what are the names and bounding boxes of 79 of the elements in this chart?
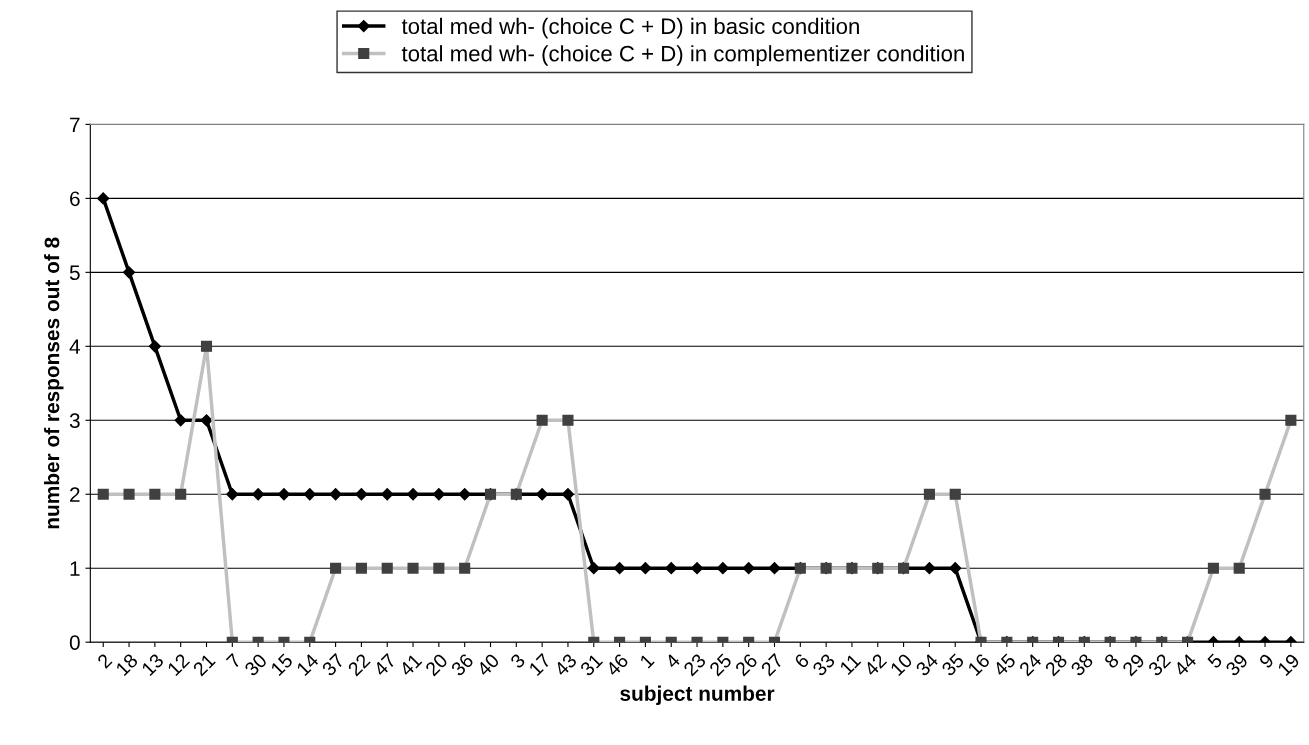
x-tick-label: 31 xyxy=(579,652,604,677)
point xyxy=(690,562,704,575)
point xyxy=(458,488,471,501)
x-tick-label: 38 xyxy=(1069,652,1094,677)
x-tick-label: 26 xyxy=(734,652,759,677)
x-tick-label: 15 xyxy=(270,652,294,677)
y-axis-title: number of responses out of 8 xyxy=(44,237,64,529)
point xyxy=(587,562,600,575)
x-tick-label: 29 xyxy=(1121,652,1146,677)
x-tick-label: 13 xyxy=(140,652,165,677)
x-tick-label: 14 xyxy=(296,652,320,677)
x-tick-label: 44 xyxy=(1173,652,1198,677)
x-tick-label: 37 xyxy=(321,652,345,677)
x-tick-label: 10 xyxy=(889,652,914,677)
point xyxy=(406,488,420,501)
x-tick-label: 1 xyxy=(639,653,655,669)
x-tick-label: 39 xyxy=(1224,652,1249,677)
x-tick-label: 40 xyxy=(475,652,501,677)
x-tick-label: 19 xyxy=(1276,652,1301,677)
point xyxy=(277,488,291,501)
y-tick-label: 0 xyxy=(69,635,80,650)
point xyxy=(561,488,575,501)
x-tick-label: 36 xyxy=(450,652,475,677)
x-tick-label: 12 xyxy=(166,652,190,677)
point xyxy=(226,488,239,501)
x-tick-label: 35 xyxy=(940,652,965,677)
point xyxy=(174,414,187,427)
x-tick-label: 43 xyxy=(553,652,578,677)
point xyxy=(200,414,213,427)
legend-label: total med wh- (choice C + D) in basic condition xyxy=(401,17,859,39)
x-tick-label: 17 xyxy=(528,653,552,677)
y-tick-label: 3 xyxy=(69,413,80,429)
x-tick-label: 47 xyxy=(372,653,397,677)
x-tick-label: 23 xyxy=(682,652,707,677)
point xyxy=(949,562,962,575)
point xyxy=(639,562,652,575)
x-tick-label: 46 xyxy=(604,652,630,677)
x-tick-label: 4 xyxy=(664,652,681,670)
x-tick-label: 32 xyxy=(1147,652,1172,677)
y-tick-label: 7 xyxy=(70,117,80,132)
x-tick-label: 3 xyxy=(509,652,526,670)
x-axis-title: subject number xyxy=(620,685,775,705)
x-tick-label: 20 xyxy=(424,652,449,677)
point xyxy=(665,562,678,575)
y-tick-label: 6 xyxy=(70,191,80,207)
x-tick-label: 22 xyxy=(347,652,371,677)
x-tick-label: 18 xyxy=(115,652,139,677)
x-tick-label: 28 xyxy=(1044,652,1068,677)
x-tick-label: 33 xyxy=(811,652,836,677)
x-tick-label: 30 xyxy=(243,652,268,677)
point xyxy=(355,488,368,501)
x-tick-label: 7 xyxy=(225,653,242,669)
x-tick-label: 34 xyxy=(915,652,940,677)
x-tick-label: 25 xyxy=(708,652,733,677)
x-tick-label: 8 xyxy=(1103,652,1120,670)
legend-label: total med wh- (choice C + D) in complementizer condition xyxy=(401,45,964,66)
y-tick-label: 2 xyxy=(70,487,80,502)
point xyxy=(768,562,781,575)
x-tick-label: 6 xyxy=(793,652,810,669)
x-tick-label: 11 xyxy=(839,653,862,676)
point xyxy=(613,562,626,575)
x-tick-label: 21 xyxy=(192,652,216,677)
x-tick-label: 24 xyxy=(1018,652,1043,677)
point xyxy=(742,562,755,575)
x-tick-label: 42 xyxy=(863,652,888,677)
x-tick-label: 9 xyxy=(1258,652,1275,670)
x-tick-label: 27 xyxy=(760,652,784,677)
x-tick-label: 41 xyxy=(398,653,423,677)
x-tick-label: 16 xyxy=(967,652,991,677)
x-tick-label: 2 xyxy=(96,652,113,669)
point xyxy=(329,488,342,501)
y-tick-label: 5 xyxy=(69,265,80,281)
point xyxy=(303,488,316,501)
y-tick-label: 4 xyxy=(69,339,80,354)
point xyxy=(381,488,394,501)
point xyxy=(923,562,936,575)
x-tick-label: 5 xyxy=(1206,652,1223,670)
y-tick-label: 1 xyxy=(70,561,80,576)
x-tick-label: 45 xyxy=(992,652,1017,677)
